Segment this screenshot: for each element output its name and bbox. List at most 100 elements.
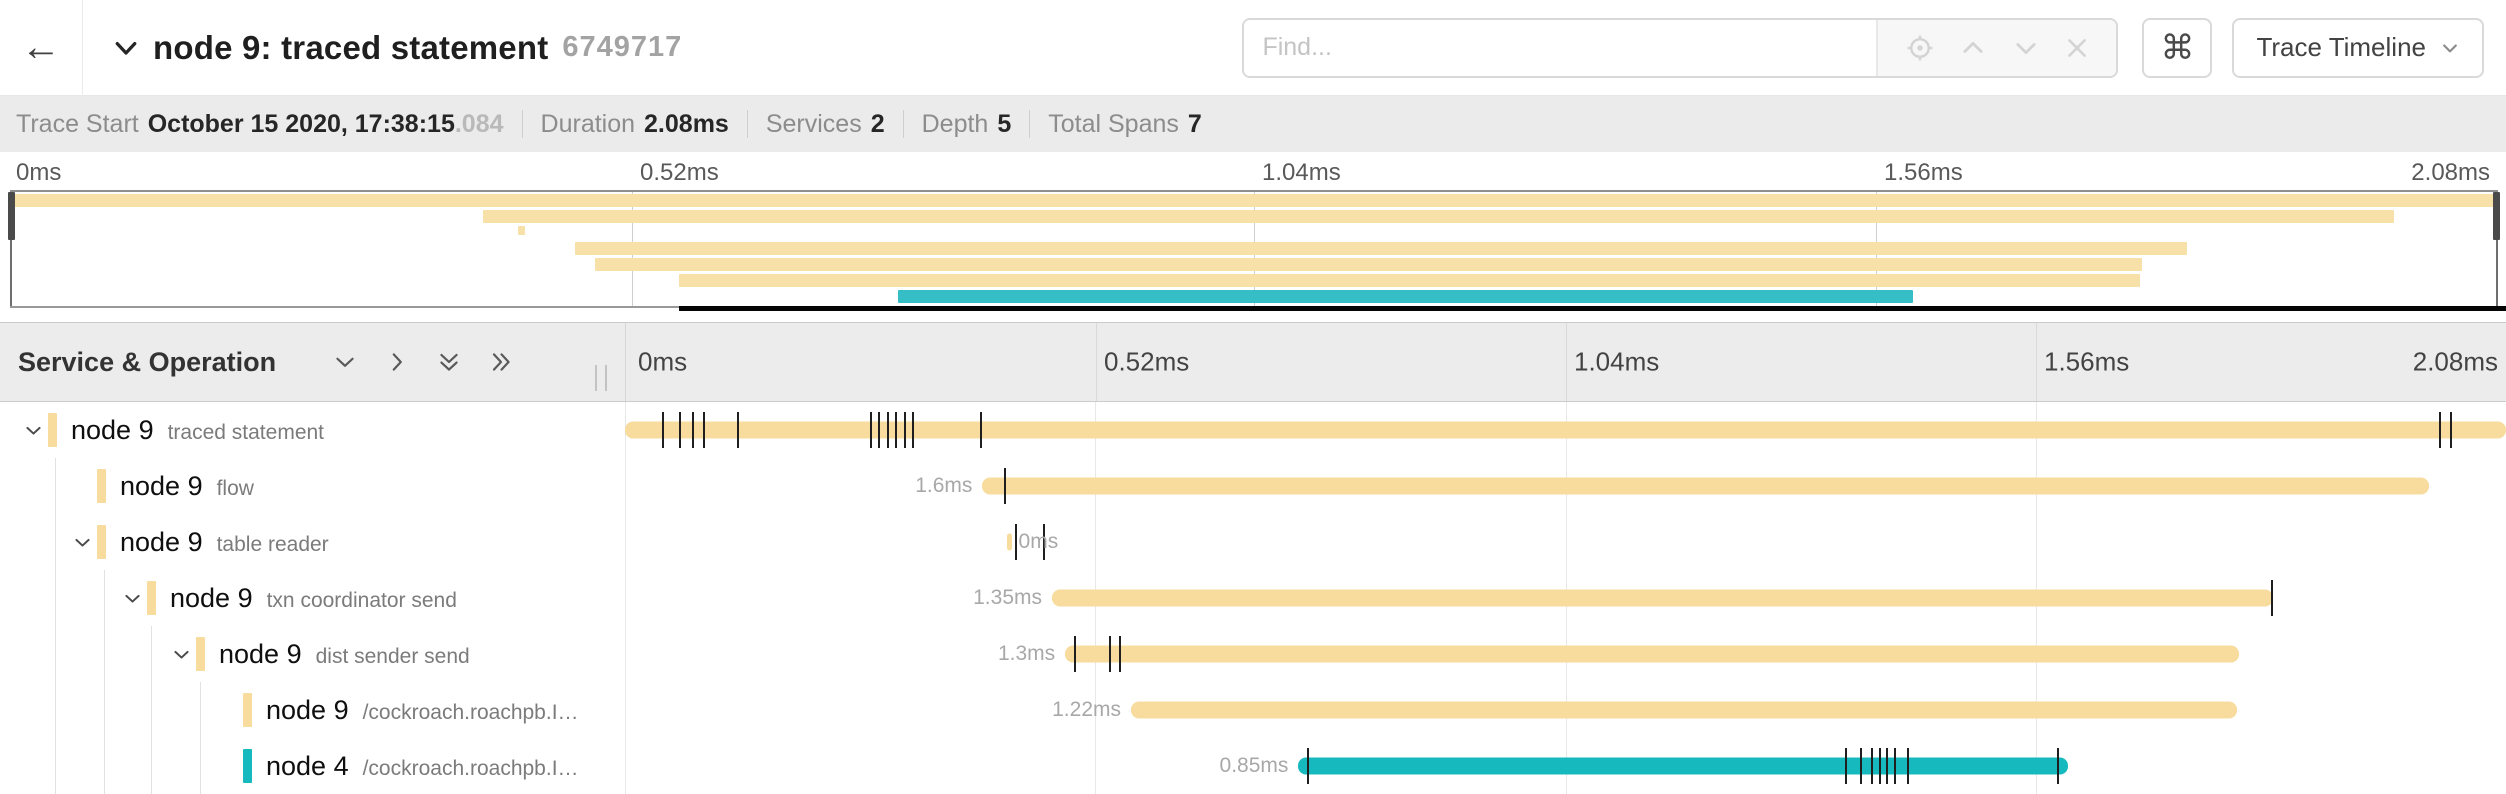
span-name[interactable]: node 4/cockroach.roachpb.I… [266,751,579,782]
find-input[interactable] [1244,19,1877,76]
trace-info-label: Services [765,109,862,138]
span-name[interactable]: node 9 traced statement [71,415,324,446]
expander-chevron-down-icon[interactable] [18,420,48,441]
span-log-tick[interactable] [1886,748,1889,784]
span-log-tick[interactable] [661,412,664,448]
span-log-tick[interactable] [1844,748,1847,784]
span-log-tick[interactable] [1893,748,1896,784]
expand-one-icon[interactable] [384,349,410,375]
next-match-icon[interactable] [2012,34,2040,62]
span-log-tick[interactable] [979,412,982,448]
service-name: node 4 [266,750,349,781]
span-log-tick[interactable] [911,412,914,448]
command-icon: ⌘ [2160,28,2195,67]
operation-name: txn coordinator send [266,588,457,612]
span-log-tick[interactable] [904,412,907,448]
span-log-tick[interactable] [2439,412,2442,448]
span-track: 1.22ms [625,682,2506,738]
time-tick-label: 1.56ms [1884,159,1963,186]
span-duration-label: 0ms [1018,530,1059,553]
span-duration-label: 1.3ms [997,642,1056,665]
span-name[interactable]: node 9 txn coordinator send [170,583,457,614]
clear-search-icon[interactable] [2064,35,2090,61]
back-button[interactable]: ← [12,0,70,96]
span-log-tick[interactable] [887,412,890,448]
span-log-tick[interactable] [1074,636,1077,672]
minimap-scroll-track[interactable] [679,306,2506,311]
service-color-chip [147,581,156,615]
service-color-chip [97,525,106,559]
span-log-tick[interactable] [1871,748,1874,784]
collapse-trace-header-button[interactable] [111,33,141,63]
expander-chevron-down-icon[interactable] [117,588,147,609]
indent-guide [55,682,56,738]
trace-view-selector[interactable]: Trace Timeline [2232,17,2484,78]
span-log-tick[interactable] [1003,468,1006,504]
span-log-tick[interactable] [1906,748,1909,784]
span-duration-bar[interactable] [1051,589,2273,607]
time-tick-label: 0ms [638,346,688,377]
trace-info-label: Trace Start [16,109,139,138]
expand-all-icon[interactable] [488,349,514,375]
span-row: node 9 traced statement [0,402,2506,458]
keyboard-shortcuts-button[interactable]: ⌘ [2142,17,2213,78]
operation-name: /cockroach.roachpb.I… [362,700,579,724]
chevron-down-icon [111,33,141,63]
column-resize-grip[interactable] [595,365,607,391]
prev-match-icon[interactable] [1959,34,1987,62]
span-duration-bar[interactable] [1065,645,2239,663]
span-log-tick[interactable] [703,412,705,448]
span-log-tick[interactable] [877,412,880,448]
indent-guide [104,682,105,738]
span-log-tick[interactable] [736,412,739,448]
span-duration-bar[interactable] [1130,701,2237,719]
expander-chevron-down-icon[interactable] [166,644,196,665]
minimap-span-rows [10,194,2498,304]
span-log-tick[interactable] [1306,748,1309,784]
trace-info-value: 2.08ms [644,109,729,138]
operation-name: dist sender send [315,644,470,668]
collapse-one-icon[interactable] [332,349,358,375]
info-separator [1029,110,1031,138]
service-name: node 9 [266,694,349,725]
span-log-tick[interactable] [691,412,694,448]
trace-minimap[interactable] [8,190,2506,311]
span-log-tick[interactable] [2057,748,2060,784]
span-log-tick[interactable] [1118,636,1121,672]
view-range-scrubber-left[interactable] [8,192,15,306]
span-log-tick[interactable] [870,412,873,448]
trace-info-item: Total Spans 7 [1048,110,1202,139]
collapse-all-icon[interactable] [436,349,462,375]
span-log-tick[interactable] [1042,524,1045,560]
span-log-tick[interactable] [1109,636,1112,672]
minimap-span-bar [594,258,2143,271]
span-duration-bar[interactable] [982,477,2429,495]
view-range-scrubber-right[interactable] [2493,192,2500,306]
span-duration-bar[interactable] [1298,757,2068,775]
span-name[interactable]: node 9 flow [120,471,254,502]
span-log-tick[interactable] [2270,580,2273,616]
span-log-tick[interactable] [1878,748,1881,784]
span-duration-bar[interactable] [625,421,2506,439]
span-log-tick[interactable] [1859,748,1862,784]
span-name[interactable]: node 9/cockroach.roachpb.I… [266,695,579,726]
focus-match-icon[interactable] [1905,33,1935,63]
header-divider [82,0,83,96]
span-name[interactable]: node 9 dist sender send [219,639,470,670]
expander-chevron-down-icon[interactable] [67,532,97,553]
minimap-span-bar [679,274,2140,287]
span-log-tick[interactable] [678,412,681,448]
axis-gridline [1566,323,1567,401]
span-log-tick[interactable] [1015,524,1018,560]
indent-guide [151,738,152,794]
span-row: node 9 txn coordinator send 1.35ms [0,570,2506,626]
service-color-chip [48,413,57,447]
trace-info-value: 5 [997,109,1012,138]
span-duration-bar[interactable] [1006,533,1012,551]
indent-guide [151,682,152,738]
span-duration-label: 1.6ms [915,474,973,497]
span-row: node 9 flow 1.6ms [0,458,2506,514]
span-name[interactable]: node 9 table reader [120,527,329,558]
span-log-tick[interactable] [894,412,897,448]
span-log-tick[interactable] [2450,412,2453,448]
